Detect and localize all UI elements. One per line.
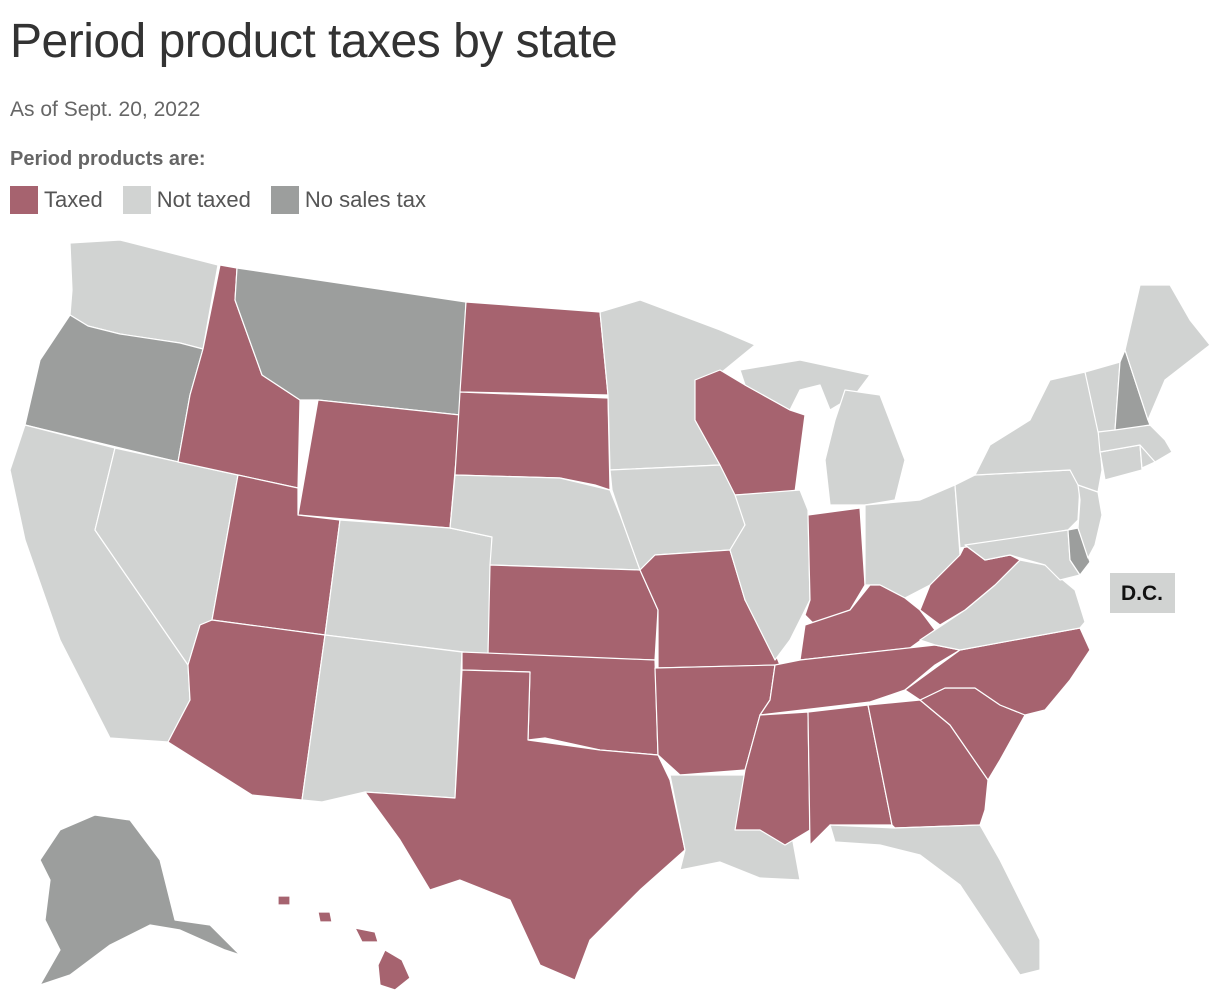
state-MI bbox=[739, 359, 871, 411]
legend-item-taxed: Taxed bbox=[10, 186, 103, 214]
legend-title: Period products are: bbox=[10, 148, 206, 170]
dc-label: D.C. bbox=[1121, 582, 1163, 605]
subtitle: As of Sept. 20, 2022 bbox=[10, 98, 201, 121]
state-NJ bbox=[1077, 484, 1103, 559]
dc-label-box bbox=[1110, 573, 1175, 613]
state-AL bbox=[807, 704, 893, 846]
state-TX bbox=[364, 669, 686, 981]
state-NM bbox=[301, 634, 463, 803]
state-HI-oahu bbox=[317, 911, 333, 923]
legend-swatch-no-sales-tax bbox=[270, 186, 299, 214]
legend-label-taxed: Taxed bbox=[44, 187, 103, 212]
state-HI-maui bbox=[354, 927, 379, 943]
state-CO bbox=[324, 519, 493, 656]
state-WI bbox=[694, 369, 806, 496]
legend-swatch-taxed bbox=[10, 186, 38, 214]
legend-item-not-taxed: Not taxed bbox=[122, 186, 251, 214]
state-ND bbox=[459, 301, 609, 396]
state-IL bbox=[729, 489, 811, 661]
state-WY bbox=[297, 399, 461, 529]
state-DE bbox=[1067, 527, 1091, 576]
state-ME bbox=[1124, 284, 1211, 421]
state-TN bbox=[759, 644, 961, 716]
state-WV bbox=[919, 544, 1021, 626]
state-HI-kauai bbox=[277, 895, 291, 906]
page-title: Period product taxes by state bbox=[10, 15, 618, 68]
state-MI-lower bbox=[824, 389, 906, 506]
state-MA bbox=[1097, 424, 1173, 463]
state-NH bbox=[1114, 349, 1151, 431]
legend-label-no-sales-tax: No sales tax bbox=[304, 187, 426, 212]
legend: Taxed Not taxed No sales tax bbox=[10, 186, 426, 214]
state-FL bbox=[829, 824, 1041, 976]
state-HI-big bbox=[377, 949, 411, 991]
legend-label-not-taxed: Not taxed bbox=[156, 187, 251, 212]
legend-item-no-sales-tax: No sales tax bbox=[270, 186, 426, 214]
state-KS bbox=[487, 564, 659, 661]
us-state-map: D.C. bbox=[9, 239, 1211, 991]
legend-swatch-not-taxed bbox=[122, 186, 151, 214]
state-AK bbox=[39, 814, 241, 986]
